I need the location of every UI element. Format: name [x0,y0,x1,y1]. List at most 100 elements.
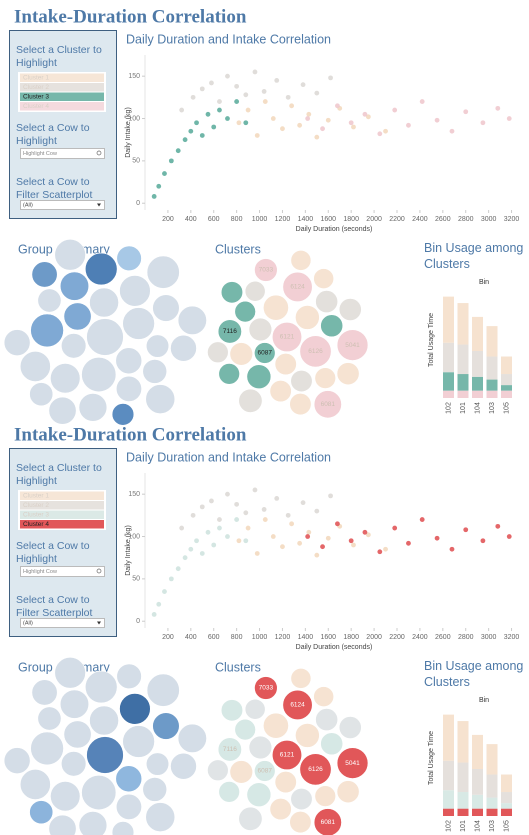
cluster-option[interactable] [20,501,104,510]
scatter-point [243,538,249,544]
cluster-option[interactable] [20,510,104,520]
bubble-label: 6126 [308,766,323,773]
filter-dropdown[interactable] [20,618,105,628]
scatter-point [156,183,162,189]
scatter-point [463,527,469,533]
bubble-label: 6087 [258,768,273,775]
chart-title: Bin Usage among Clusters [424,659,524,689]
cluster-option[interactable] [20,491,104,501]
bubble [320,732,344,756]
bubble-label: 6126 [308,348,323,355]
x-tick-label: 400 [185,216,197,223]
bubble [244,698,266,720]
bubble [336,329,369,361]
bubble [320,314,344,338]
scatter-point [328,493,333,499]
cluster-option-label[interactable]: Cluster 2 [23,502,49,509]
cluster-option-label[interactable]: Cluster 3 [23,512,49,519]
bubble [269,380,292,403]
bar-segment [501,356,512,375]
y-tick-label: 150 [128,491,140,498]
bubble [315,290,339,313]
chart-title-box: Bin Usage among Clusters [424,659,524,689]
scatter-point [236,120,242,126]
filter-dropdown[interactable] [20,200,105,210]
scatter-point [365,532,371,538]
filter-dropdown-value[interactable]: (All) [23,621,33,627]
x-tick-label: 103 [489,820,496,832]
x-tick-label: 200 [162,216,174,223]
filter-dropdown-value[interactable]: (All) [23,203,33,209]
scatter-point [297,540,303,546]
scatter-point [209,80,214,86]
scatter-point [480,538,486,544]
bubble [122,725,155,758]
cluster-option-label[interactable]: Cluster 1 [23,75,49,82]
scatter-point [211,124,217,130]
bar-segment [457,762,469,793]
x-tick-label: 2200 [389,216,405,223]
x-tick-label: 2800 [458,634,474,641]
bubble [146,673,180,707]
scatter-point [406,122,411,128]
cluster-prompt: Select a Cluster to Highlight [16,462,102,487]
x-tick-label: 105 [503,402,510,414]
bubble [78,393,108,422]
cluster-option-label[interactable]: Cluster 4 [23,521,49,528]
x-tick-label: 1600 [320,216,336,223]
cow-search[interactable] [20,148,105,159]
scatter-point [254,133,260,138]
bubble [30,731,64,766]
x-tick-label: 3000 [481,216,497,223]
bubble [282,689,313,721]
x-tick-label: 2600 [435,216,451,223]
scatter-point [225,116,230,121]
x-tick-label: 2200 [389,634,405,641]
cow-prompt: Select a Cow to Highlight [16,122,90,147]
scatter-point [289,103,295,109]
bubble [111,403,135,426]
bubble [29,800,54,825]
filter-prompt: Select a Cow to Filter Scatterplot [16,176,93,201]
x-tick-label: 1000 [252,216,268,223]
cluster-option-label[interactable]: Cluster 4 [23,103,49,110]
scatter-point [156,601,162,607]
cow-search-placeholder[interactable]: Highlight Cow [23,151,57,157]
cluster-option-label[interactable]: Cluster 1 [23,493,49,500]
y-tick-label: 100 [128,115,140,122]
cluster-option[interactable] [20,520,104,529]
bubble [116,245,142,271]
cluster-option-label[interactable]: Cluster 2 [23,84,49,91]
bubble [119,693,151,725]
cluster-option[interactable] [20,92,104,102]
bubble [81,357,117,393]
cluster-option[interactable] [20,102,104,111]
scatter-point [225,491,230,497]
scatter-point [351,124,356,130]
bubble [170,334,197,362]
scatter-point [495,523,501,529]
scatter-point [217,517,222,522]
cow-search-placeholder[interactable]: Highlight Cow [23,569,57,575]
cluster-prompt: Select a Cluster to Highlight [16,44,102,69]
cluster-option[interactable] [20,83,104,92]
bubble [336,362,360,386]
scatter-point [261,89,267,94]
cow-search[interactable] [20,566,105,577]
bubble [220,281,244,304]
y-tick-label: 0 [136,200,140,207]
cluster-option[interactable] [20,73,104,83]
bubble [248,317,273,342]
bubble [290,787,313,811]
cluster-option-label[interactable]: Cluster 3 [23,94,49,101]
bubble [61,751,87,777]
scatter-point [270,534,276,539]
scatter-point [274,496,280,501]
scatter-point [162,589,167,594]
bubble-label: 5041 [345,760,360,767]
bubble [263,712,289,739]
x-tick-label: 2400 [412,216,428,223]
scatter-point [175,148,181,154]
scatter-point [419,517,425,522]
scatter-point [217,107,222,113]
